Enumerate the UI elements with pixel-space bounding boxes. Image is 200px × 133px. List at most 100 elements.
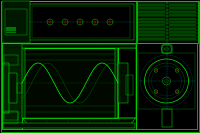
Point [38, 49, 41, 51]
Point [100, 39, 103, 41]
Point [96, 43, 99, 45]
Point [13, 125, 16, 127]
Point [54, 59, 57, 61]
Point [190, 9, 193, 11]
Point [124, 11, 127, 13]
Point [155, 21, 159, 23]
Point [1, 107, 5, 109]
Point [76, 53, 80, 56]
Point [112, 30, 115, 33]
Point [100, 55, 104, 57]
Point [158, 52, 161, 54]
Point [110, 105, 113, 107]
Point [97, 6, 100, 8]
Point [142, 59, 145, 61]
Point [153, 77, 156, 79]
Point [68, 63, 71, 65]
Point [75, 9, 78, 11]
Point [8, 44, 11, 46]
Point [92, 100, 95, 102]
Point [133, 17, 137, 19]
Point [121, 55, 125, 57]
Point [42, 86, 46, 88]
Point [41, 105, 44, 107]
Bar [5, 9, 27, 35]
Point [173, 8, 176, 10]
Point [149, 30, 152, 32]
Point [173, 44, 177, 46]
Point [126, 70, 130, 72]
Bar [6, 32, 16, 33]
Point [84, 7, 87, 9]
Point [8, 63, 11, 65]
Point [187, 36, 190, 38]
Bar [4, 55, 18, 65]
Point [100, 73, 103, 75]
Point [157, 113, 160, 115]
Point [193, 2, 196, 4]
Point [157, 24, 160, 26]
Point [78, 59, 81, 62]
Point [181, 20, 185, 22]
Point [117, 103, 121, 105]
Point [36, 89, 39, 91]
Point [146, 51, 149, 53]
Point [56, 80, 59, 82]
Point [122, 80, 126, 82]
Point [94, 60, 97, 62]
Point [133, 8, 136, 10]
Point [75, 100, 78, 103]
Point [55, 117, 58, 119]
Point [126, 102, 129, 104]
Point [50, 56, 53, 58]
Point [70, 22, 73, 24]
Point [170, 43, 174, 45]
Bar [138, 34, 165, 36]
Point [74, 114, 77, 116]
Bar [118, 63, 128, 103]
Point [51, 119, 54, 121]
Point [7, 19, 10, 21]
Bar [169, 7, 196, 9]
Point [191, 91, 194, 93]
Point [40, 26, 43, 28]
Point [17, 88, 20, 90]
Point [32, 3, 36, 5]
Point [36, 66, 40, 68]
Point [3, 25, 6, 27]
Point [195, 70, 199, 72]
Point [68, 14, 71, 16]
Point [107, 111, 110, 113]
Point [171, 127, 174, 129]
Point [57, 61, 60, 63]
Point [32, 117, 35, 119]
Point [107, 28, 111, 30]
Point [90, 38, 93, 40]
Point [79, 125, 82, 128]
Point [139, 61, 143, 64]
Bar [6, 27, 16, 29]
Point [7, 79, 11, 81]
Point [140, 5, 143, 7]
Point [76, 5, 80, 7]
Point [176, 82, 179, 85]
Point [143, 93, 147, 95]
Point [66, 121, 69, 123]
Point [37, 50, 40, 52]
Point [152, 25, 156, 27]
Point [181, 15, 184, 17]
Point [151, 112, 154, 114]
Point [130, 10, 133, 13]
Point [19, 120, 22, 122]
Point [172, 15, 175, 17]
Point [161, 56, 164, 58]
Point [191, 95, 194, 97]
Point [116, 124, 119, 127]
Point [40, 15, 43, 18]
Point [49, 75, 52, 77]
Point [103, 12, 106, 14]
Point [13, 71, 17, 73]
Point [36, 39, 40, 41]
Point [43, 112, 46, 114]
Point [53, 25, 56, 27]
